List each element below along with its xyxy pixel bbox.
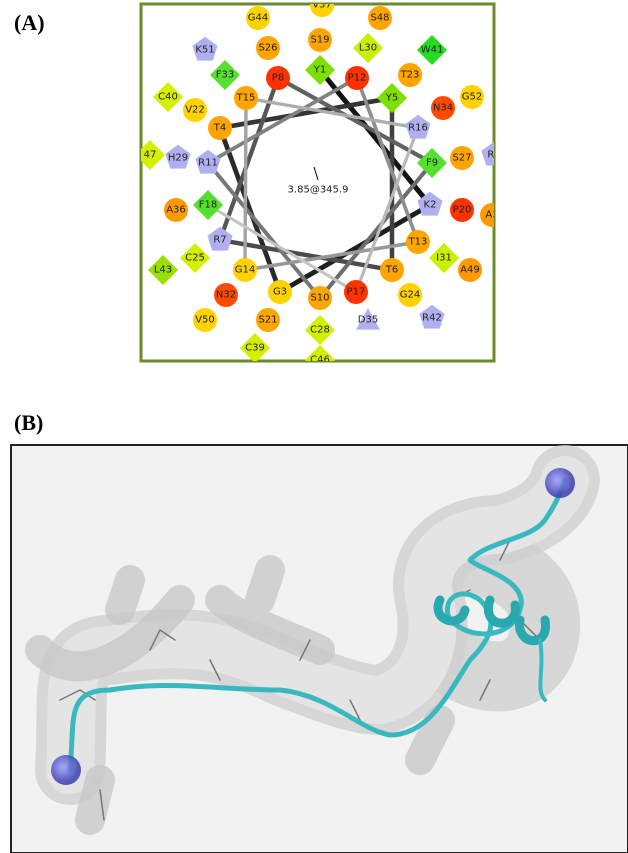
residue-label: V50: [195, 315, 215, 326]
residue-label: I31: [436, 253, 452, 264]
residue-label: P17: [347, 287, 366, 298]
panel-label: (A): [14, 10, 45, 35]
residue-label: K51: [195, 45, 214, 56]
residue-label: R7: [213, 235, 226, 246]
residue-label: S19: [310, 35, 329, 46]
residue-label: T23: [400, 70, 420, 81]
residue-label: N34: [433, 103, 453, 114]
residue-label: Y5: [385, 93, 398, 104]
moment-label: 3.85@345.9: [288, 185, 349, 196]
residue-label: T13: [408, 237, 428, 248]
residue-label: C40: [158, 92, 178, 103]
residue-label: T4: [213, 123, 226, 134]
residue-label: A49: [460, 265, 480, 276]
residue-label: L30: [359, 43, 377, 54]
residue-label: R11: [198, 158, 218, 169]
residue-label: F18: [199, 200, 217, 211]
residue-label: P20: [453, 205, 472, 216]
residue-label: G3: [273, 287, 287, 298]
residue-label: A36: [166, 205, 186, 216]
residue-label: 47: [144, 150, 157, 161]
residue-label: S10: [310, 293, 329, 304]
residue-label: T6: [385, 265, 398, 276]
panel-label: (B): [14, 410, 43, 435]
helix-link: [245, 98, 246, 270]
figure: (A) (B) 3.85@345.9 G44 V37 S48 K51 S26 S19 L30 W…: [0, 0, 628, 853]
residue-label: L43: [154, 265, 172, 276]
residue-label: P12: [348, 73, 367, 84]
residue-label: C46: [310, 355, 330, 366]
residue-label: R16: [408, 123, 428, 134]
residue-label: T15: [236, 93, 256, 104]
residue-label: G44: [248, 13, 268, 24]
residue-label: G14: [235, 265, 255, 276]
residue-label: K2: [424, 200, 437, 211]
residue-label: S21: [258, 315, 277, 326]
residue-label: F33: [216, 70, 234, 81]
residue-label: C28: [310, 325, 330, 336]
residue-label: W41: [421, 45, 444, 56]
residue-label: D35: [358, 315, 378, 326]
residue-label: S48: [370, 13, 389, 24]
residue-label: V22: [185, 105, 205, 116]
residue-label: S26: [258, 43, 277, 54]
residue-label: G52: [462, 92, 482, 103]
residue-label: P8: [272, 73, 284, 84]
residue-label: R42: [422, 313, 442, 324]
residue-label: S27: [452, 153, 471, 164]
residue-label: C25: [185, 253, 205, 264]
residue-label: Y1: [313, 65, 326, 76]
residue-label: H29: [168, 153, 188, 164]
residue-label: C39: [245, 343, 265, 354]
residue-label: G24: [400, 290, 420, 301]
residue-label: A3: [485, 210, 498, 221]
residue-label: N32: [216, 290, 236, 301]
molecule-view: [11, 445, 628, 853]
residue-label: V37: [312, 0, 332, 11]
residue-label: R4: [487, 150, 500, 161]
residue-label: F9: [426, 158, 438, 169]
